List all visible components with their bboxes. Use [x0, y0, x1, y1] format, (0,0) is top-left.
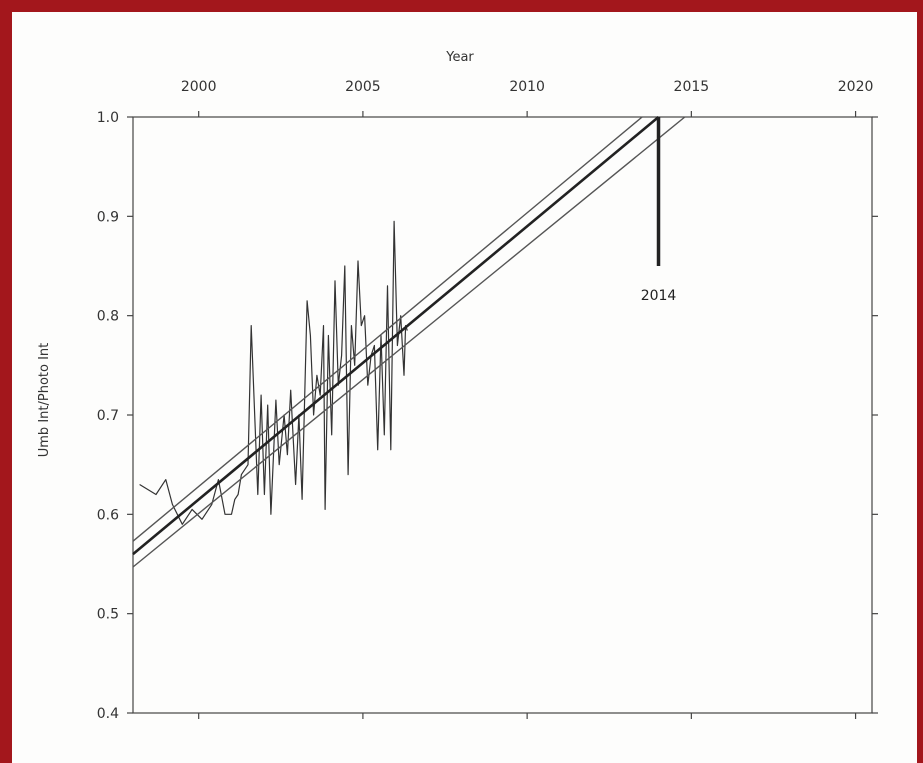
y-tick-label: 0.9 — [97, 209, 119, 225]
x-tick-label: 2000 — [181, 79, 217, 95]
confidence-line — [132, 116, 686, 568]
y-tick-label: 0.7 — [97, 408, 119, 424]
y-tick-label: 1.0 — [97, 110, 119, 126]
y-tick-label: 0.6 — [97, 507, 119, 523]
x-tick-label: 2020 — [838, 79, 874, 95]
fit-line — [132, 116, 660, 556]
y-axis-title: Umb Int/Photo Int — [37, 343, 52, 458]
confidence-line — [132, 116, 643, 542]
data-series-line — [139, 220, 408, 525]
chart-marks: 0.4 0.5 0.6 0.7 0.8 0.9 1.0 2000 2005 2010 2015 202… — [97, 79, 878, 722]
x-tick-label: 2005 — [345, 79, 381, 95]
plot-frame — [132, 116, 873, 714]
x-tick-label: 2015 — [674, 79, 710, 95]
annotation-label: 2014 — [641, 288, 677, 304]
x-tick-label: 2010 — [509, 79, 545, 95]
y-tick-label: 0.8 — [97, 309, 119, 325]
y-tick-label: 0.5 — [97, 607, 119, 623]
x-axis-title: Year — [445, 50, 474, 65]
y-tick-label: 0.4 — [97, 706, 119, 722]
